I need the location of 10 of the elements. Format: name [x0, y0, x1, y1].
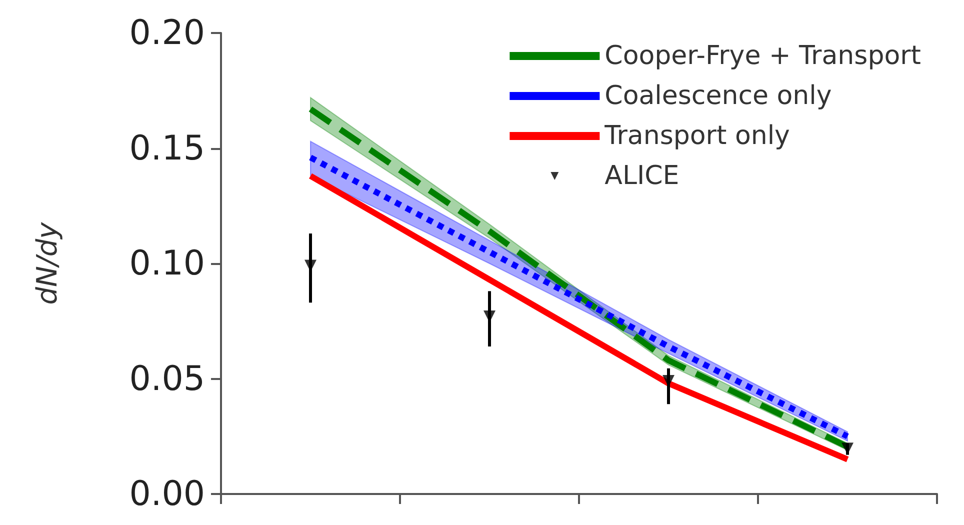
legend-label: ALICE — [604, 161, 680, 191]
legend-label: Transport only — [604, 121, 790, 151]
legend-label: Coalescence only — [604, 81, 832, 111]
y-axis-title: dN/dy — [30, 222, 64, 305]
y-tick-label: 0.20 — [129, 13, 205, 53]
y-tick-label: 0.00 — [129, 474, 205, 514]
legend-label: Cooper-Frye + Transport — [604, 41, 922, 71]
y-tick-label: 0.10 — [129, 244, 205, 284]
y-tick-label: 0.05 — [129, 358, 205, 399]
y-tick-label: 0.15 — [129, 128, 205, 168]
